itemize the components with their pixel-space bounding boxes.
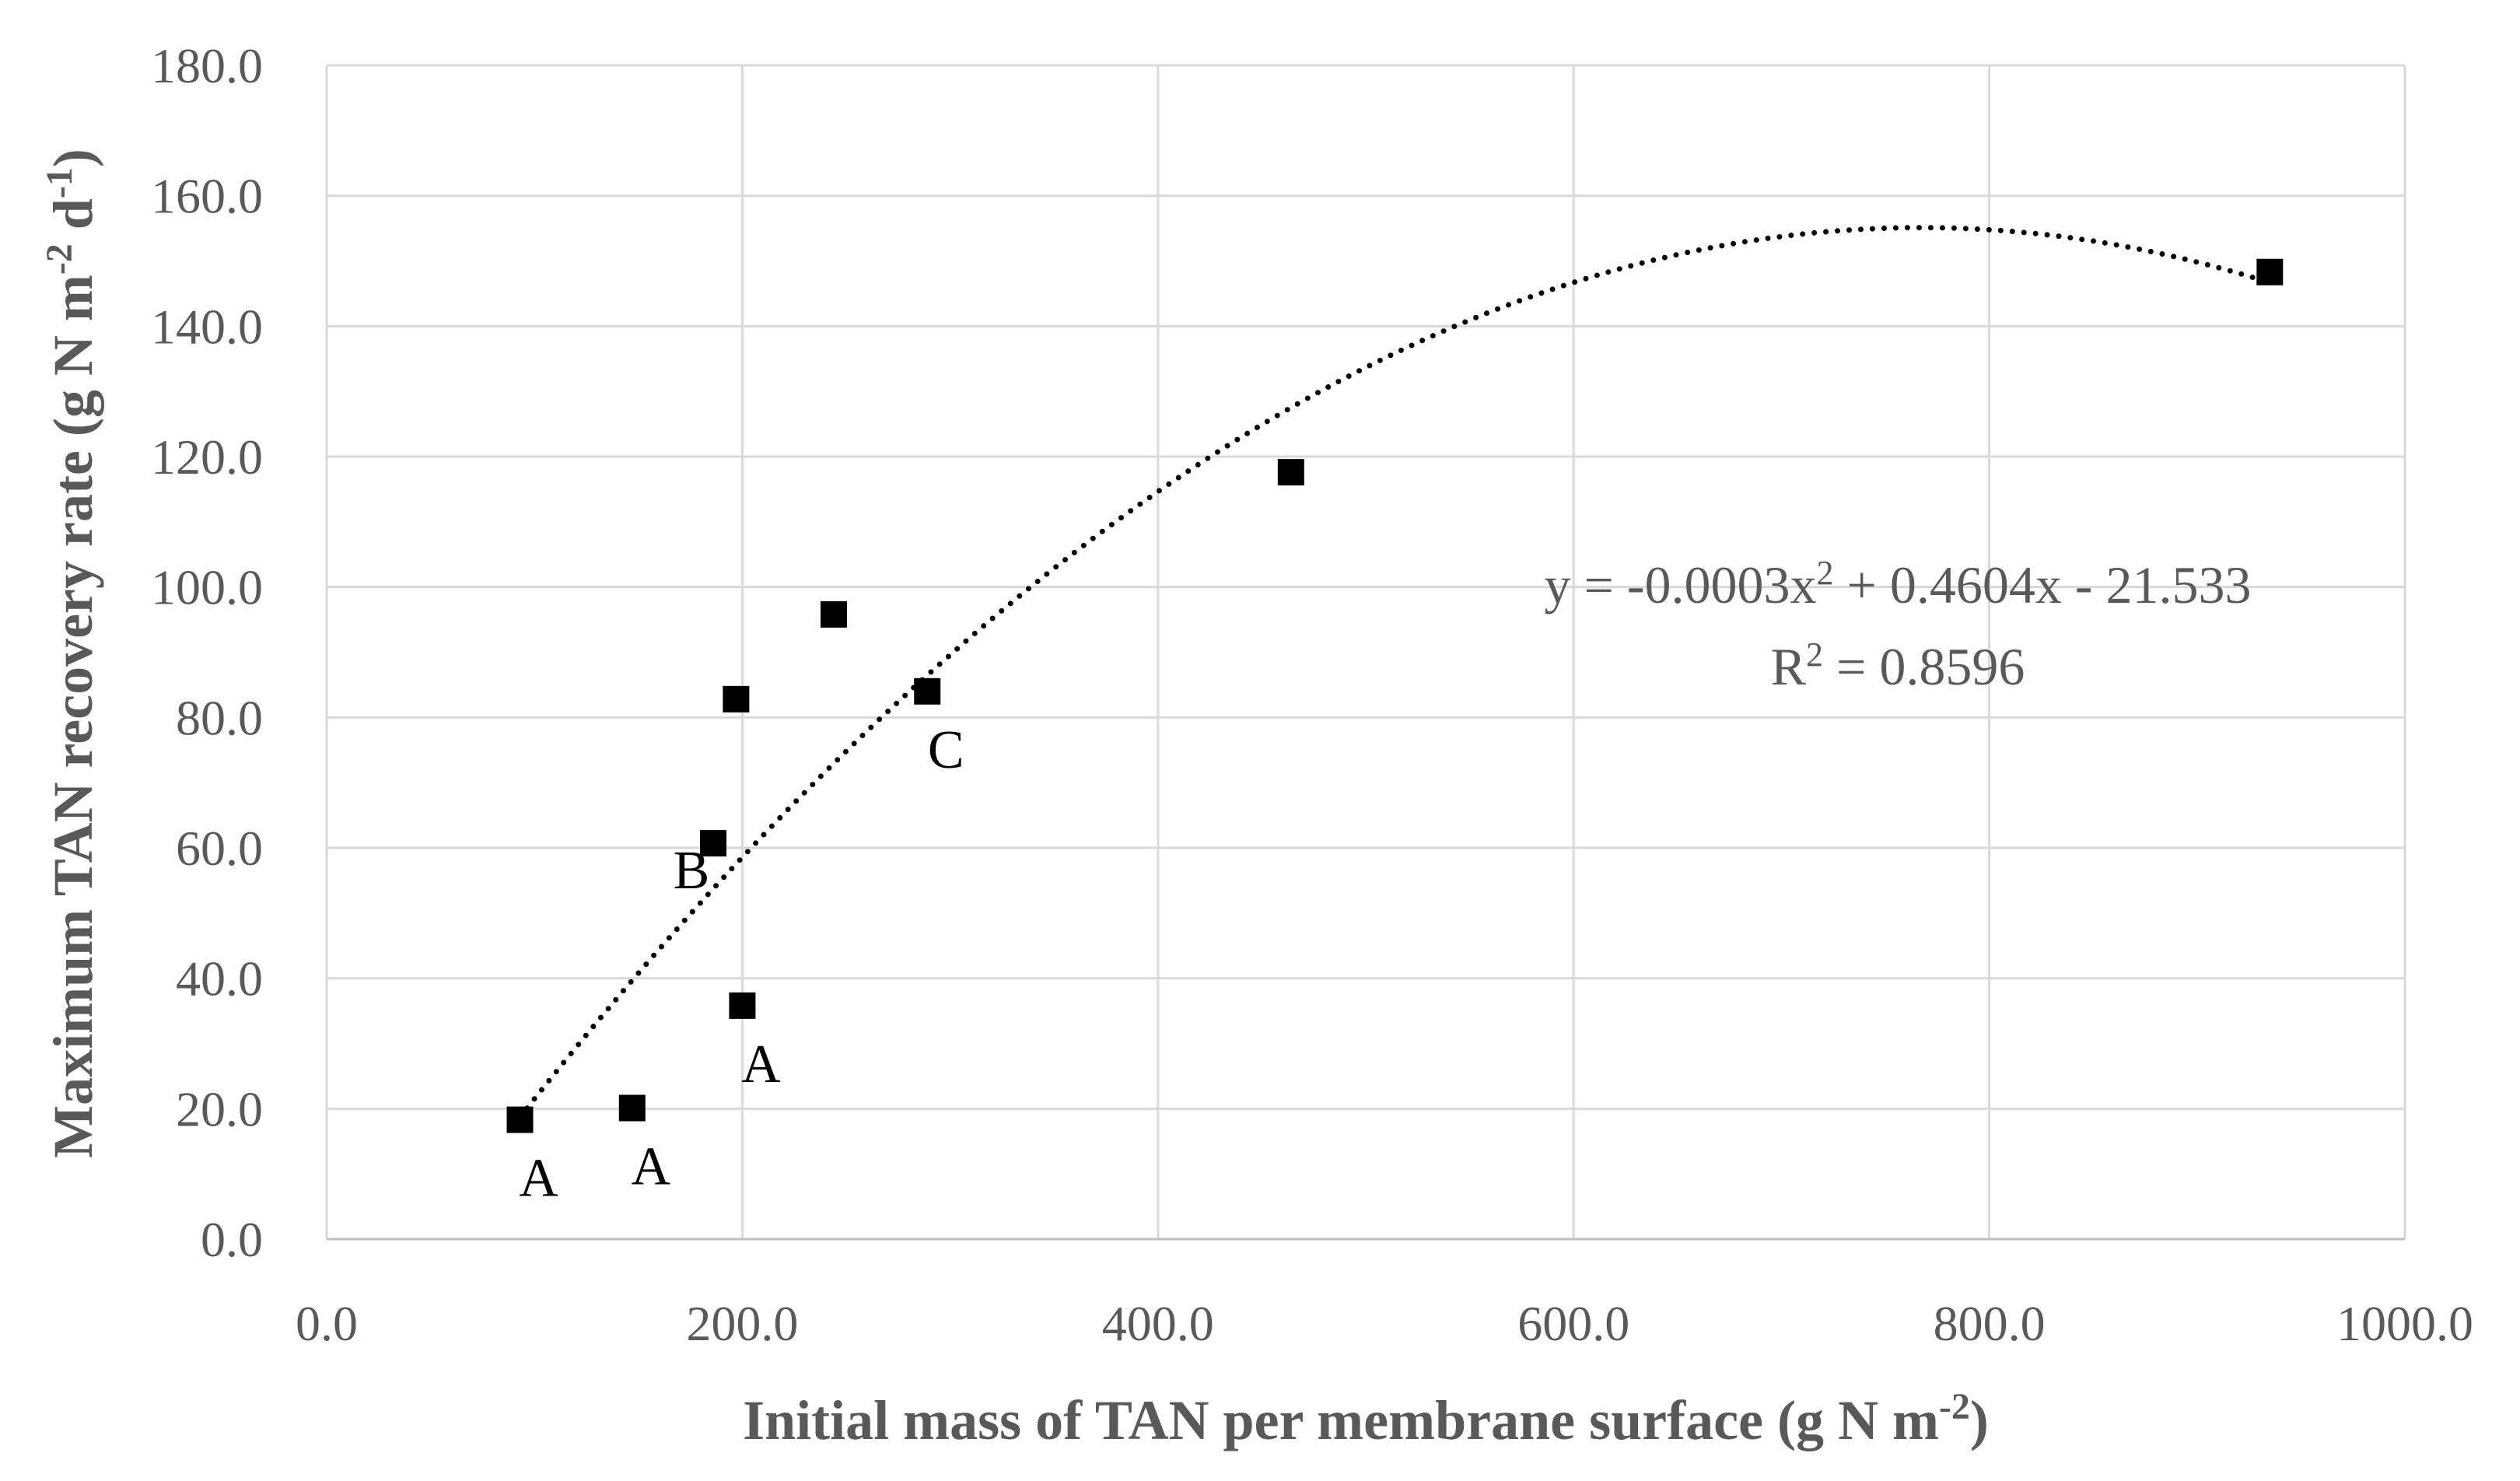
data-points	[506, 258, 2284, 1133]
y-tick-label: 20.0	[176, 1081, 263, 1136]
data-point-marker	[506, 1106, 534, 1133]
y-tick-label: 100.0	[151, 560, 263, 615]
gridlines	[325, 64, 2406, 1241]
trendline-layer	[517, 225, 2273, 1120]
x-tick-labels: 0.0 200.0 400.0 600.0 800.0 1000.0	[296, 1296, 2473, 1351]
trendline-r-squared: R2 = 0.8596	[1771, 635, 2025, 697]
data-point-marker	[618, 1094, 646, 1122]
data-point-marker	[699, 830, 726, 857]
x-tick-label: 0.0	[296, 1296, 358, 1351]
data-point-marker	[914, 677, 941, 705]
x-axis-title: Initial mass of TAN per membrane surface…	[743, 1386, 1989, 1452]
y-tick-label: 80.0	[176, 690, 263, 745]
data-point-label: C	[928, 720, 964, 780]
data-point-marker	[729, 992, 756, 1019]
data-point-marker	[820, 600, 847, 628]
y-tick-label: 120.0	[151, 429, 263, 485]
x-tick-label: 600.0	[1517, 1296, 1629, 1351]
x-tick-label: 1000.0	[2336, 1296, 2473, 1351]
polynomial-trendline	[517, 225, 2273, 1120]
y-axis-title: Maximum TAN recovery rate (g N m-2 d-1)	[39, 149, 105, 1158]
trendline-equation: y = -0.0003x2 + 0.4604x - 21.533	[1545, 554, 2252, 615]
data-point-marker	[2256, 258, 2284, 285]
y-tick-label: 0.0	[201, 1212, 263, 1267]
data-point-label: A	[632, 1136, 671, 1196]
y-tick-label: 60.0	[176, 821, 263, 876]
data-point-label: A	[519, 1149, 558, 1209]
point-labels: A A B A C	[519, 720, 964, 1209]
y-tick-label: 40.0	[176, 951, 263, 1007]
y-tick-label: 140.0	[151, 299, 263, 354]
data-point-label: A	[741, 1035, 781, 1094]
x-tick-label: 800.0	[1934, 1296, 2046, 1351]
data-point-marker	[723, 685, 750, 712]
y-tick-label: 160.0	[151, 169, 263, 224]
x-tick-label: 200.0	[686, 1296, 798, 1351]
x-tick-label: 400.0	[1102, 1296, 1214, 1351]
data-point-marker	[1277, 459, 1304, 486]
data-point-label: B	[674, 841, 710, 901]
y-tick-labels: 0.0 20.0 40.0 60.0 80.0 100.0 120.0 140.0 160.0 1…	[151, 38, 263, 1267]
y-tick-label: 180.0	[151, 38, 263, 93]
